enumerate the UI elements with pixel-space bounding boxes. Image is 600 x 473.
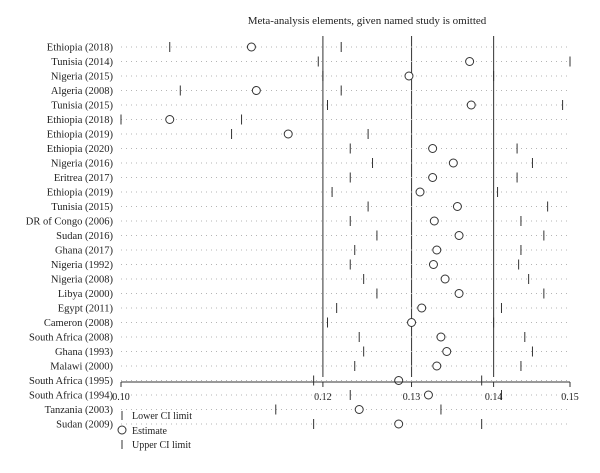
study-row: Tunisia (2015)	[51, 100, 570, 112]
estimate-marker	[428, 173, 438, 182]
legend-estimate-marker	[117, 425, 127, 435]
x-tick-label: 0.14	[485, 392, 503, 403]
study-label: Eritrea (2017)	[54, 173, 114, 184]
study-label: South Africa (2008)	[29, 333, 113, 344]
study-row: Tunisia (2015)	[51, 201, 570, 213]
legend-lower-label: Lower CI limit	[132, 411, 192, 422]
x-tick-label: 0.12	[314, 392, 332, 403]
estimate-marker	[428, 260, 438, 269]
study-label: Ethiopia (2019)	[47, 130, 114, 141]
study-row: Ghana (2017)	[55, 245, 570, 257]
estimate-marker	[246, 42, 256, 52]
study-label: Ethiopia (2020)	[47, 144, 114, 155]
study-row: Ethiopia (2020)	[47, 143, 570, 155]
study-row: Libya (2000)	[58, 288, 570, 300]
study-label: Malawi (2000)	[50, 362, 113, 373]
reference-lines	[322, 36, 495, 377]
estimate-marker	[394, 376, 404, 385]
study-row: Malawi (2000)	[50, 361, 570, 373]
estimate-marker	[404, 71, 414, 81]
estimate-marker	[417, 303, 427, 313]
estimate-marker	[436, 332, 446, 342]
study-label: South Africa (1995)	[29, 376, 113, 387]
study-row: DR of Congo (2006)	[26, 216, 570, 228]
study-row: Sudan (2009)	[56, 419, 570, 431]
estimate-marker	[454, 231, 464, 240]
study-row: Eritrea (2017)	[54, 172, 570, 184]
study-label: South Africa (1994)	[29, 391, 113, 402]
study-label: Cameron (2008)	[44, 318, 114, 329]
study-row: Ethiopia (2019)	[47, 187, 570, 199]
study-label: Egypt (2011)	[58, 304, 114, 315]
estimate-marker	[407, 318, 417, 327]
study-row: Nigeria (2016)	[51, 158, 570, 170]
legend-upper-label: Upper CI limit	[132, 440, 191, 451]
study-label: Tunisia (2014)	[51, 57, 113, 68]
estimate-marker	[432, 245, 442, 255]
estimate-marker	[466, 100, 476, 110]
study-row: Nigeria (2015)	[51, 71, 570, 83]
study-label: Nigeria (2008)	[51, 275, 114, 286]
study-label: Nigeria (2016)	[51, 159, 114, 170]
estimate-marker	[465, 57, 475, 66]
study-label: Ethiopia (2018)	[47, 115, 114, 126]
study-label: Ghana (2017)	[55, 246, 114, 257]
estimate-marker	[251, 86, 261, 95]
estimate-marker	[165, 115, 175, 124]
study-label: Libya (2000)	[58, 289, 114, 300]
study-row: South Africa (1995)	[29, 375, 570, 387]
study-label: Tunisia (2015)	[51, 202, 113, 213]
study-row: Egypt (2011)	[58, 303, 570, 315]
study-row: Ghana (1993)	[55, 346, 570, 358]
legend-estimate-label: Estimate	[132, 426, 168, 437]
estimate-marker	[442, 347, 452, 356]
legend: Lower CI limit Estimate Upper CI limit	[117, 411, 192, 451]
x-tick-label: 0.15	[561, 392, 579, 403]
x-tick-label: 0.10	[112, 392, 130, 403]
x-axis-ticks: 0.10 0.12 0.13 0.14 0.15	[112, 382, 579, 403]
study-row: South Africa (1994)	[29, 390, 570, 402]
study-row: Cameron (2008)	[44, 317, 570, 329]
study-label: Ghana (1993)	[55, 347, 114, 358]
study-row: Nigeria (2008)	[51, 274, 570, 286]
study-row: Nigeria (1992)	[51, 259, 570, 271]
estimate-marker	[423, 390, 433, 400]
estimate-marker	[354, 405, 364, 414]
study-label: Ethiopia (2018)	[47, 43, 114, 54]
estimate-marker	[428, 144, 438, 153]
study-label: Sudan (2016)	[56, 231, 113, 242]
study-label: Tunisia (2015)	[51, 101, 113, 112]
study-label: DR of Congo (2006)	[26, 217, 114, 228]
study-rows: Ethiopia (2018) Tunisia (2014) Nigeria (20…	[26, 42, 571, 431]
study-row: Tanzania (2003)	[45, 404, 570, 416]
study-row: Ethiopia (2018)	[47, 114, 570, 126]
estimate-marker	[454, 289, 464, 298]
x-tick-label: 0.13	[403, 392, 421, 403]
study-row: Tunisia (2014)	[51, 56, 571, 68]
study-label: Sudan (2009)	[56, 420, 113, 431]
study-label: Ethiopia (2019)	[47, 188, 114, 199]
estimate-marker	[415, 187, 425, 197]
study-label: Nigeria (1992)	[51, 260, 114, 271]
estimate-marker	[452, 202, 462, 211]
study-row: Ethiopia (2018)	[47, 42, 570, 54]
estimate-marker	[429, 216, 439, 226]
estimate-marker	[283, 129, 293, 139]
study-row: Algeria (2008)	[51, 85, 570, 97]
study-row: South Africa (2008)	[29, 332, 570, 344]
study-label: Nigeria (2015)	[51, 72, 114, 83]
estimate-marker	[394, 419, 404, 429]
study-row: Ethiopia (2019)	[47, 129, 570, 141]
study-label: Tanzania (2003)	[45, 405, 114, 416]
study-row: Sudan (2016)	[56, 230, 570, 242]
estimate-marker	[440, 274, 450, 284]
estimate-marker	[432, 361, 442, 371]
chart-title: Meta-analysis elements, given named stud…	[248, 15, 487, 27]
estimate-marker	[448, 158, 458, 168]
study-label: Algeria (2008)	[51, 86, 114, 97]
